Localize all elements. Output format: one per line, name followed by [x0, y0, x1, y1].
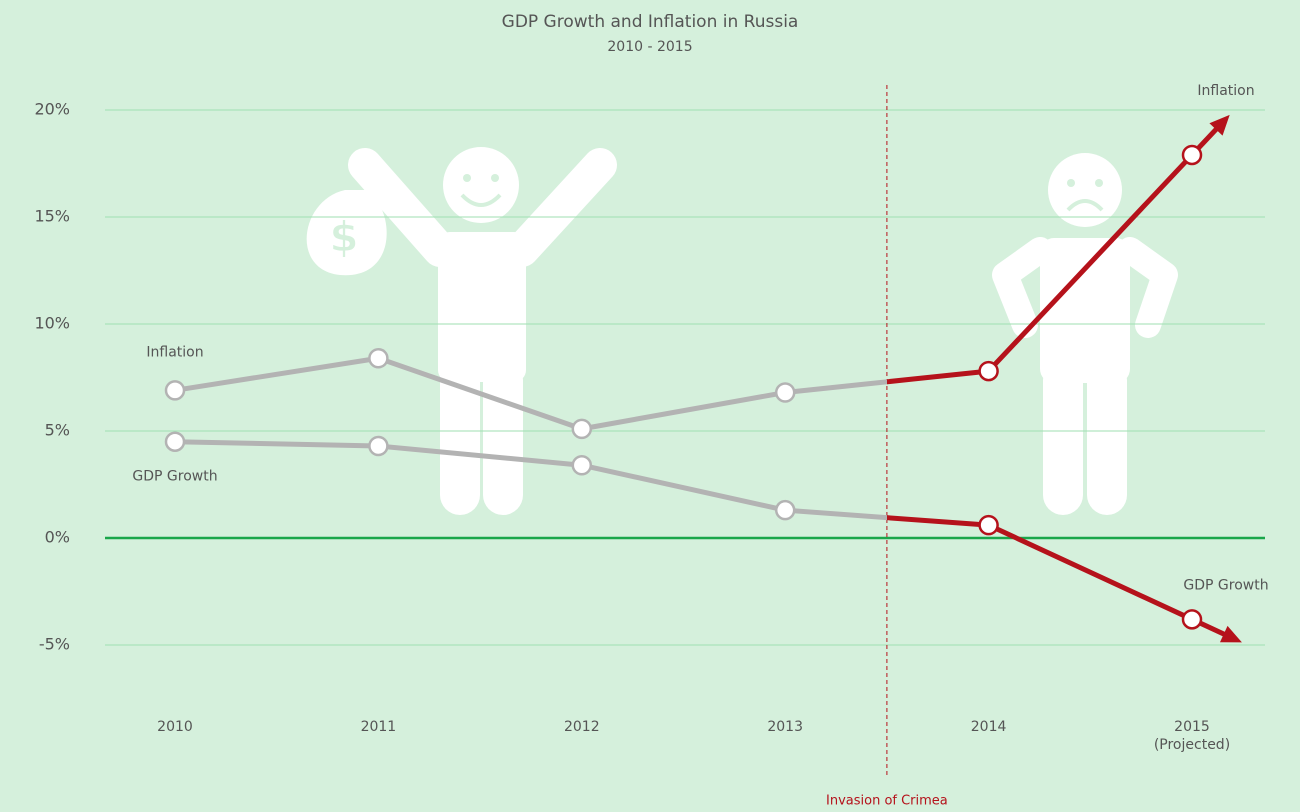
- y-tick-label: 15%: [34, 207, 70, 226]
- data-point: [980, 516, 998, 534]
- chart-title: GDP Growth and Inflation in Russia: [502, 12, 799, 32]
- series-label: Inflation: [146, 344, 203, 360]
- data-point: [776, 383, 794, 401]
- series-label: Inflation: [1197, 83, 1254, 99]
- event-label: Invasion of Crimea: [826, 794, 948, 809]
- series-line: [175, 442, 1192, 620]
- svg-text:$: $: [329, 213, 358, 262]
- data-point: [166, 381, 184, 399]
- data-point: [573, 420, 591, 438]
- y-tick-label: 10%: [34, 314, 70, 333]
- series-label: GDP Growth: [1183, 577, 1268, 593]
- y-tick-label: 20%: [34, 100, 70, 119]
- data-point: [166, 433, 184, 451]
- chart-subtitle: 2010 - 2015: [607, 39, 692, 55]
- series-label: GDP Growth: [132, 469, 217, 485]
- x-tick-label: 2013: [730, 718, 840, 736]
- x-tick-label: 2011: [323, 718, 433, 736]
- x-tick-label: 2015 (Projected): [1137, 718, 1247, 754]
- y-tick-label: 0%: [45, 528, 70, 547]
- x-tick-label: 2012: [527, 718, 637, 736]
- data-point: [573, 456, 591, 474]
- data-point: [369, 349, 387, 367]
- x-tick-label: 2010: [120, 718, 230, 736]
- data-point: [369, 437, 387, 455]
- series-line: [175, 155, 1192, 429]
- happy-figure: $: [307, 147, 600, 495]
- data-point: [980, 362, 998, 380]
- y-tick-label: -5%: [39, 635, 70, 654]
- data-point: [776, 501, 794, 519]
- data-point: [1183, 610, 1201, 628]
- y-tick-label: 5%: [45, 421, 70, 440]
- chart: GDP Growth and Inflation in Russia 2010 …: [0, 0, 1300, 812]
- page: GDP Growth and Inflation in Russia 2010 …: [0, 0, 1300, 812]
- x-tick-label: 2014: [934, 718, 1044, 736]
- data-point: [1183, 146, 1201, 164]
